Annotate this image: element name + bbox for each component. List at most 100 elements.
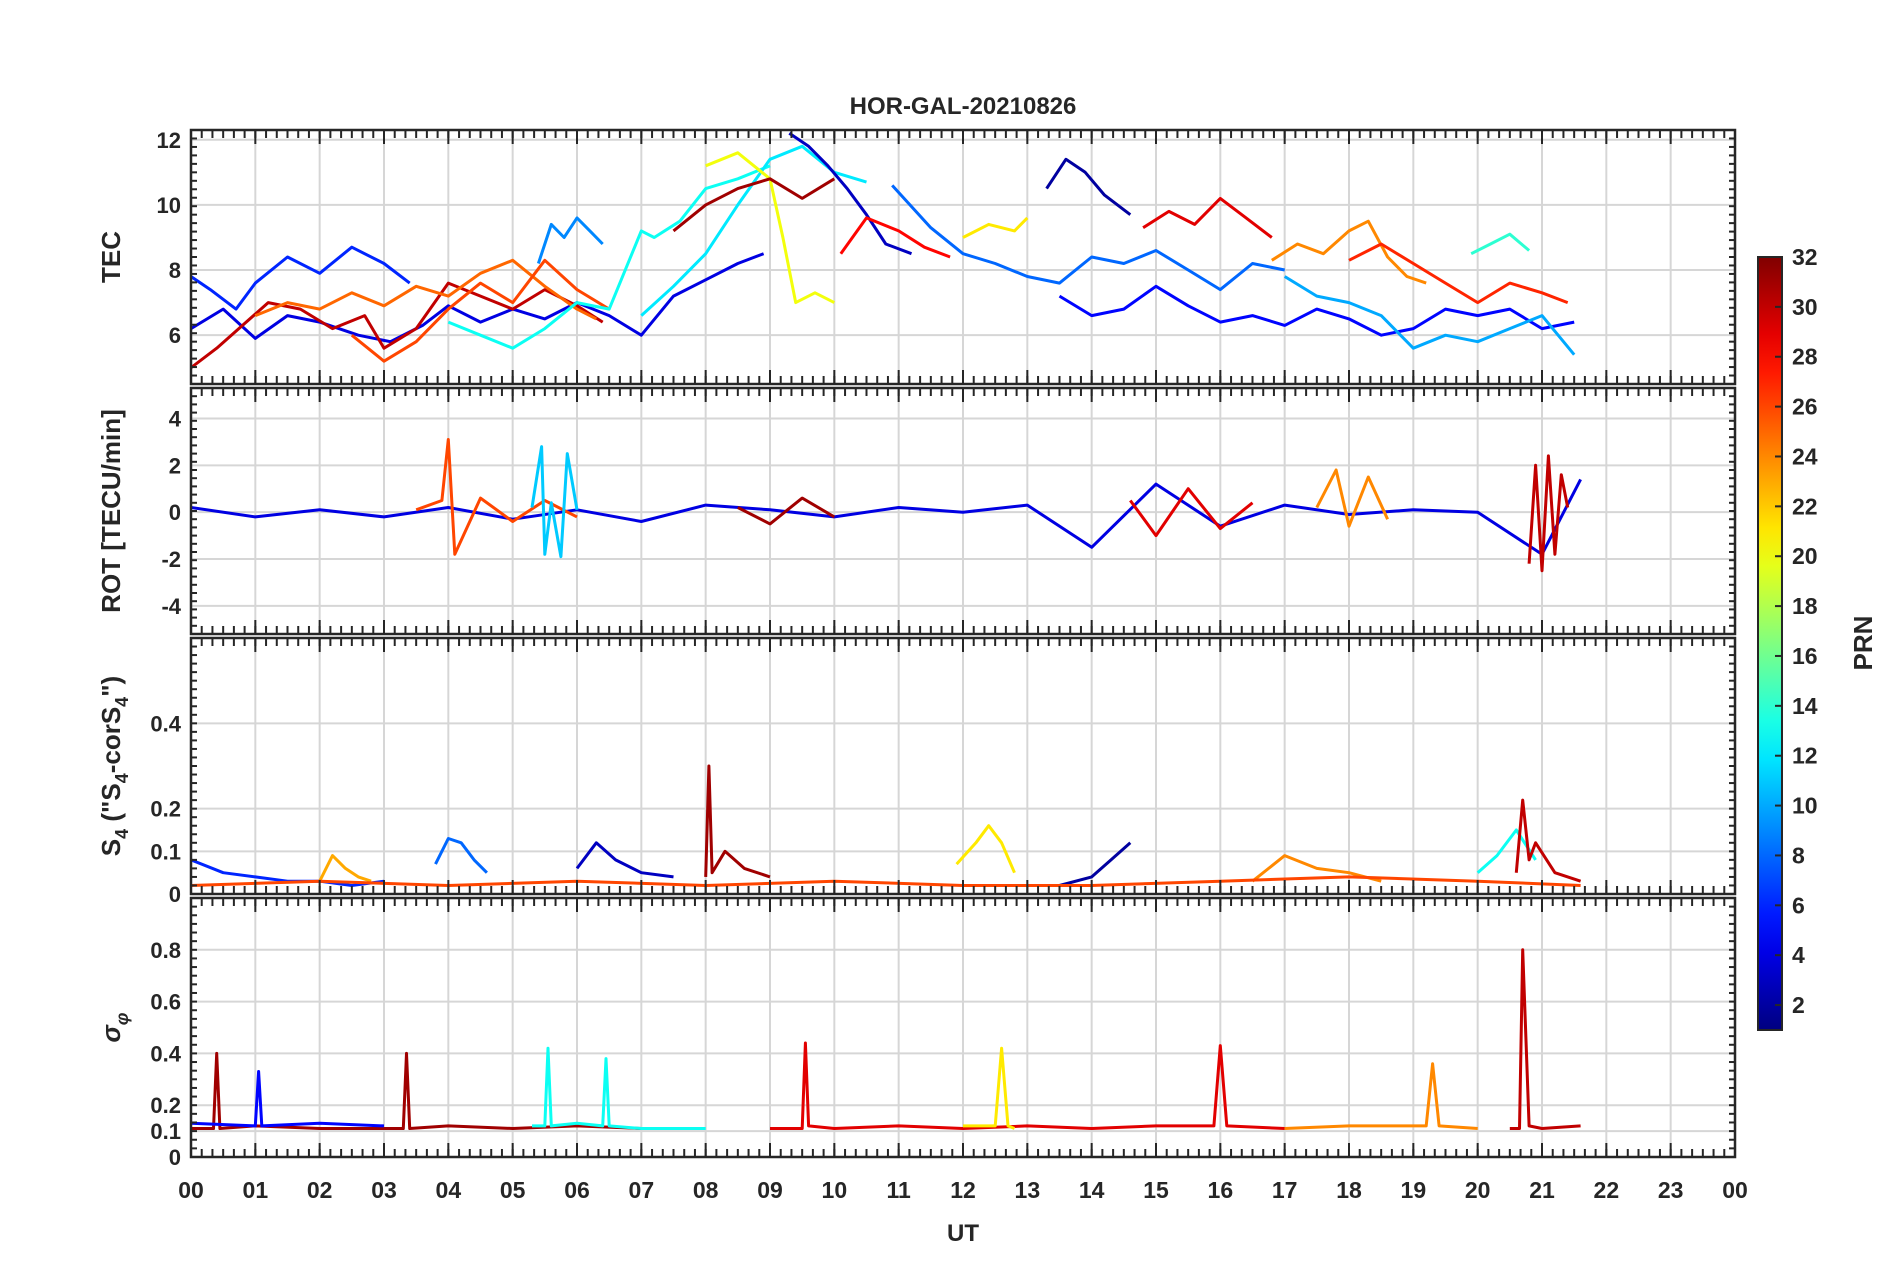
y-axis-label: σφ: [96, 1012, 132, 1042]
series-line-prn-2: [1059, 841, 1132, 887]
y-axis-label: S4 ("S4-corS4"): [96, 676, 132, 856]
series-line-prn-21: [963, 1046, 1016, 1130]
series-line-prn-24: [1270, 219, 1427, 285]
panel-tec: 6 8 10 12 TEC: [96, 128, 1737, 386]
panel-s4: 0 0.1 0.2 0.4 S4 ("S4-corS4"): [96, 636, 1737, 907]
x-tick-label: 07: [629, 1177, 655, 1203]
x-tick-label: 01: [243, 1177, 269, 1203]
x-tick-label: 22: [1594, 1177, 1620, 1203]
y-tick-label: -4: [161, 594, 181, 619]
axes-frame: [189, 386, 1737, 636]
y-tick-label: 0.1: [150, 1119, 181, 1144]
series-line-prn-31: [704, 764, 771, 879]
y-tick-label: 10: [157, 193, 181, 218]
series-group: [191, 948, 1581, 1130]
x-tick-label: 13: [1015, 1177, 1041, 1203]
series-line-prn-30: [191, 281, 604, 369]
colorbar-tick-label: 12: [1792, 743, 1818, 769]
series-line-prn-8: [434, 837, 488, 874]
series-line-prn-30: [1509, 948, 1581, 1130]
y-tick-label: 0: [169, 882, 181, 907]
x-tick-label: 08: [693, 1177, 719, 1203]
series-line-prn-14: [1470, 232, 1531, 256]
colorbar-tick-label: 8: [1792, 842, 1805, 868]
colorbar-tick-label: 26: [1792, 394, 1818, 420]
series-group: [191, 438, 1582, 573]
colorbar-tick-label: 30: [1792, 294, 1818, 320]
x-tick-label: 18: [1336, 1177, 1362, 1203]
series-line-prn-2: [1045, 157, 1132, 216]
y-tick-label: 0.2: [150, 1093, 181, 1118]
colorbar-tick-label: 24: [1792, 443, 1818, 469]
x-tick-label: 02: [307, 1177, 333, 1203]
colorbar-tick-label: 22: [1792, 493, 1818, 519]
colorbar-label: PRN: [1848, 616, 1878, 671]
series-line-prn-31: [191, 1051, 642, 1130]
axes-frame: [189, 896, 1737, 1159]
series-line-prn-5: [191, 1070, 385, 1128]
y-tick-label: 0.8: [150, 938, 181, 963]
colorbar-gradient: [1757, 256, 1783, 1031]
series-line-prn-30: [1514, 798, 1582, 883]
series-line-prn-13: [1476, 828, 1537, 874]
y-tick-label: 12: [157, 128, 181, 153]
series-line-prn-5: [1058, 284, 1575, 337]
colorbar-tick-label: 10: [1792, 793, 1818, 819]
y-tick-label: -2: [161, 547, 181, 572]
x-axis-label: UT: [947, 1220, 979, 1247]
series-line-prn-21: [962, 216, 1029, 239]
axes-frame: [189, 636, 1737, 896]
series-line-prn-6: [191, 245, 411, 311]
x-tick-label: 14: [1079, 1177, 1105, 1203]
chart-title: HOR-GAL-20210826: [850, 93, 1077, 120]
colorbar-tick-label: 6: [1792, 892, 1805, 918]
x-tick-label: 20: [1465, 1177, 1491, 1203]
x-tick-label: 15: [1143, 1177, 1169, 1203]
x-tick-label: 19: [1401, 1177, 1427, 1203]
x-tick-label: 21: [1529, 1177, 1555, 1203]
y-tick-label: 0.4: [150, 1041, 181, 1066]
series-group: [191, 132, 1576, 369]
x-axis-tick-labels: 00 01 02 03 04 05 06 07 08 09 10 11 12 13 14 15 16 17 18 19…: [178, 1177, 1748, 1203]
colorbar-tick-label: 16: [1792, 643, 1818, 669]
y-axis-label: TEC: [96, 231, 126, 283]
panel-sigma: 00.10.2 0.4 0.6 0.8 σφ: [96, 896, 1737, 1170]
y-tick-label: 6: [169, 323, 181, 348]
series-line-prn-30: [1527, 454, 1570, 573]
x-tick-label: 09: [757, 1177, 783, 1203]
series-line-prn-9: [536, 216, 604, 264]
y-tick-label: 0: [169, 500, 181, 525]
series-line-prn-4: [191, 252, 765, 344]
x-tick-label: 06: [564, 1177, 590, 1203]
panel-rot: -4 -2 0 2 4 ROT [TECU/min]: [96, 386, 1737, 636]
x-tick-label: 23: [1658, 1177, 1684, 1203]
series-line-prn-23: [318, 854, 372, 883]
y-tick-label: 0.6: [150, 990, 181, 1015]
series-line-prn-11: [530, 445, 579, 559]
series-line-prn-26: [415, 438, 578, 556]
y-tick-label: 2: [169, 453, 181, 478]
colorbar-tick-label: 4: [1792, 942, 1805, 968]
y-tick-label: 8: [169, 258, 181, 283]
colorbar-tick-label: 18: [1792, 593, 1818, 619]
series-line-prn-24: [1284, 1062, 1478, 1130]
x-tick-label: 00: [178, 1177, 204, 1203]
series-line-prn-3: [788, 132, 913, 256]
colorbar-tick-label: 20: [1792, 543, 1818, 569]
series-line-prn-8: [891, 184, 1285, 292]
series-line-prn-4: [191, 478, 1582, 556]
series-line-prn-28: [839, 216, 951, 259]
x-tick-label: 16: [1208, 1177, 1234, 1203]
y-tick-label: 0.1: [150, 839, 181, 864]
series-line-prn-29: [1142, 196, 1273, 239]
series-line-prn-13: [532, 1046, 706, 1130]
series-line-prn-25: [254, 258, 597, 321]
series-line-prn-31: [672, 177, 836, 233]
x-tick-label: 00: [1722, 1177, 1748, 1203]
y-tick-label: 0.4: [150, 711, 181, 736]
x-tick-label: 03: [371, 1177, 397, 1203]
series-line-prn-21: [955, 824, 1016, 874]
